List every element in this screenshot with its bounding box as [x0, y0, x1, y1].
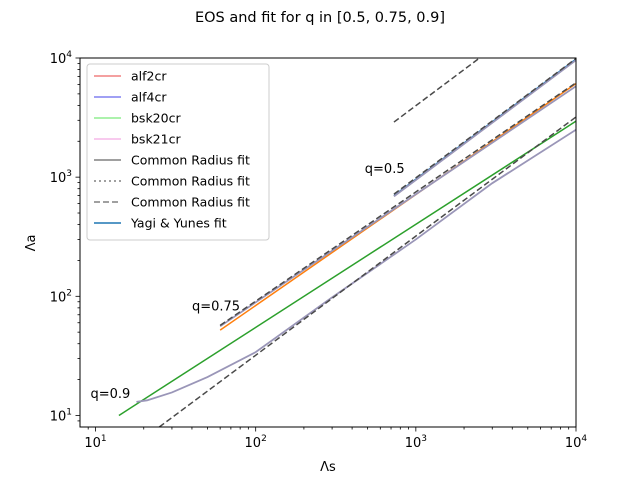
legend: alf2cr alf4cr bsk20cr bsk21cr Common Radius … — [86, 63, 270, 241]
series-line-4 — [219, 85, 576, 328]
series-line-2 — [118, 120, 576, 417]
x-tick-label: 102 — [245, 434, 267, 451]
axes-layer: 101 102 103 104 101 102 103 104 — [50, 50, 588, 451]
y-tick-label: 102 — [50, 288, 72, 305]
y-axis-label: Λa — [24, 235, 39, 252]
series-line-9 — [158, 116, 576, 427]
legend-label: Common Radius fit — [131, 153, 250, 168]
plot-frame — [79, 57, 577, 428]
x-axis-label: Λs — [320, 460, 336, 475]
legend-label: bsk21cr — [131, 132, 181, 147]
series-line-5 — [136, 128, 576, 403]
series-line-7 — [393, 58, 576, 195]
y-tick-label: 101 — [50, 407, 72, 424]
annotation-1: q=0.75 — [192, 300, 240, 315]
legend-label: bsk20cr — [131, 111, 181, 126]
series-layer — [118, 58, 576, 427]
legend-box — [86, 63, 270, 241]
legend-label: Common Radius fit — [131, 195, 250, 210]
series-line-3 — [393, 59, 576, 198]
x-tick-label: 101 — [84, 434, 106, 451]
annotation-2: q=0.9 — [90, 387, 130, 402]
legend-label: alf2cr — [131, 69, 167, 84]
legend-label: Yagi & Yunes fit — [130, 216, 227, 231]
y-tick-label: 104 — [50, 50, 73, 67]
annotation-0: q=0.5 — [365, 162, 405, 177]
x-tick-label: 104 — [565, 434, 588, 451]
legend-label: Common Radius fit — [131, 174, 250, 189]
y-tick-label: 103 — [50, 169, 72, 186]
legend-label: alf4cr — [131, 90, 167, 105]
annotation-layer: q=0.5 q=0.75 q=0.9 — [90, 162, 404, 402]
x-tick-label: 103 — [405, 434, 427, 451]
chart-title: EOS and fit for q in [0.5, 0.75, 0.9] — [195, 10, 445, 26]
